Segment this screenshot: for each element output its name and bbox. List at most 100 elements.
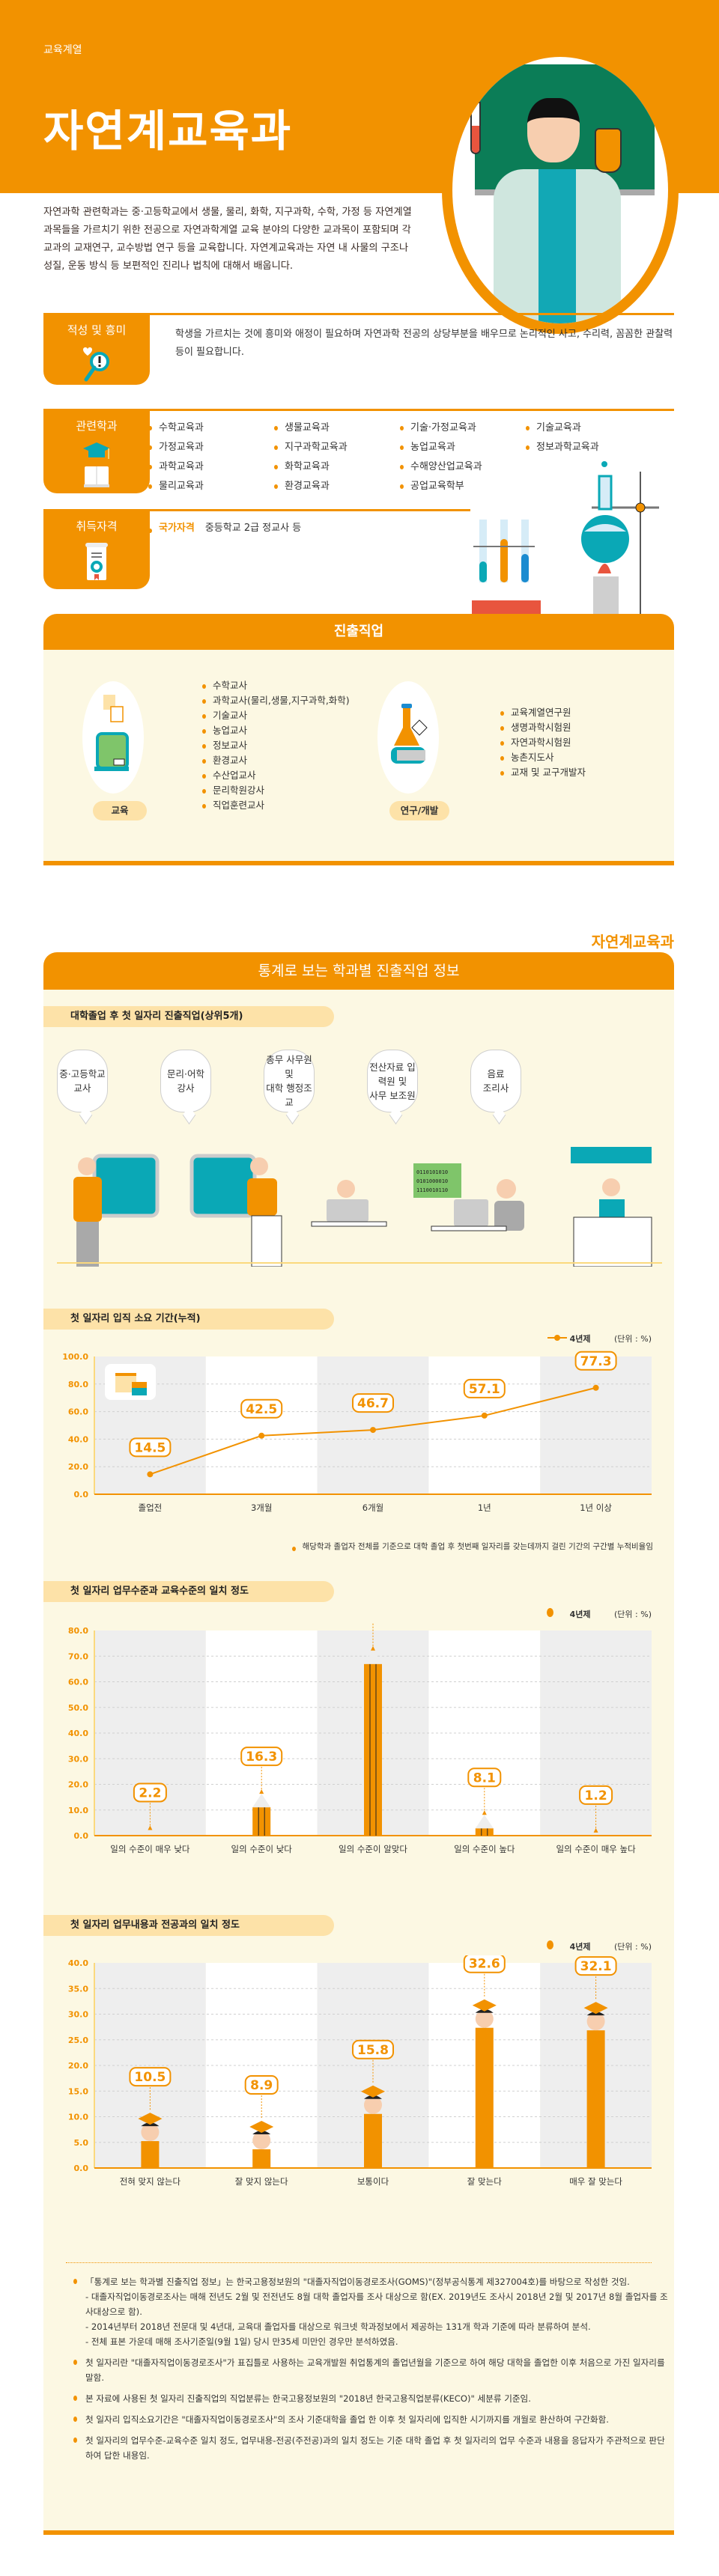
svg-text:10.5: 10.5: [134, 2070, 166, 2085]
job-bubble: 전산자료 입력원 및 사무 보조원: [367, 1050, 418, 1112]
job-item: 환경교사: [201, 753, 350, 768]
qualification-label: 취득자격: [76, 520, 118, 533]
svg-text:보통이다: 보통이다: [357, 2176, 389, 2187]
job-item: 생명과학시험원: [499, 720, 586, 735]
svg-text:80.0: 80.0: [68, 1626, 88, 1636]
note-item: 첫 일자리란 "대졸자직업이동경로조사"가 표집틀로 사용하는 교육개발원 취업…: [73, 2355, 673, 2385]
legend-label: 4년제: [569, 1942, 591, 1952]
legend-label: 4년제: [569, 1610, 591, 1619]
top-jobs-title: 대학졸업 후 첫 일자리 진출직업(상위5개): [43, 1006, 334, 1027]
svg-text:8.1: 8.1: [473, 1770, 496, 1785]
svg-text:1110010110: 1110010110: [416, 1187, 448, 1193]
svg-text:60.0: 60.0: [68, 1407, 88, 1417]
svg-text:40.0: 40.0: [68, 1729, 88, 1738]
legend-label: 4년제: [569, 1334, 591, 1344]
svg-text:15.8: 15.8: [357, 2043, 389, 2058]
svg-text:100.0: 100.0: [62, 1352, 88, 1362]
legend-dot-icon: [547, 1940, 554, 1949]
svg-text:32.6: 32.6: [469, 1957, 500, 1972]
svg-text:일의 수준이 낮다: 일의 수준이 낮다: [231, 1844, 293, 1854]
careers-title: 진출직업: [43, 614, 674, 650]
svg-text:57.1: 57.1: [469, 1382, 500, 1397]
dept-item: 공업교육학부: [398, 478, 524, 495]
notes-divider: [66, 2262, 652, 2263]
job-item: 수산업교사: [201, 768, 350, 783]
dept-item: 정보과학교육과: [524, 439, 650, 456]
related-label: 관련학과: [76, 419, 118, 433]
brand-title: 자연계교육과: [591, 933, 674, 951]
svg-text:매우 잘 맞는다: 매우 잘 맞는다: [569, 2176, 622, 2187]
unit-label: (단위 : %): [614, 1334, 652, 1344]
line-chart: 100.0 80.0 60.0 40.0 20.0 0.0 14.5 졸업전 42.5 3개월 4…: [43, 1348, 674, 1542]
graduation-cap-book-icon: [83, 442, 110, 487]
aptitude-text: 학생을 가르치는 것에 흥미와 애정이 필요하며 자연과학 전공의 상당부분을 …: [175, 329, 673, 358]
svg-text:0.0: 0.0: [74, 1831, 89, 1841]
category-research: 연구/개발: [389, 801, 449, 820]
svg-text:42.5: 42.5: [246, 1402, 277, 1417]
chart3-legend: 4년제 (단위 : %): [547, 1940, 652, 1952]
svg-text:0.0: 0.0: [74, 1490, 89, 1499]
careers-panel: 진출직업 교육 수학교사 과학교사(물리,생물,지구과학,화학) 기술교사 농업…: [43, 614, 674, 865]
dept-item: 가정교육과: [147, 439, 273, 456]
note-item: 본 자료에 사용된 첫 일자리 진출직업의 직업분류는 한국고용정보원의 "20…: [73, 2391, 673, 2406]
svg-text:10.0: 10.0: [68, 1806, 88, 1815]
svg-text:잘 맞는다: 잘 맞는다: [467, 2176, 502, 2187]
workplace-scene-illustration: 0110101010 0101000010 1110010110: [73, 1147, 652, 1267]
research-illustration: [377, 681, 439, 794]
chart1-footnote: 해당학과 졸업자 전체를 기준으로 대학 졸업 후 첫번째 일자리를 갖는데까지…: [291, 1541, 653, 1552]
chart1-legend: 4년제 (단위 : %): [547, 1333, 652, 1345]
job-item: 정보교사: [201, 738, 350, 753]
svg-text:20.0: 20.0: [68, 1780, 88, 1790]
intro-text: 자연과학 관련학과는 중·고등학교에서 생물, 물리, 화학, 지구과학, 수학…: [43, 207, 412, 272]
svg-text:40.0: 40.0: [68, 1958, 88, 1968]
dept-item: 기술·가정교육과: [398, 420, 524, 436]
job-bubble: 총무 사무원 및 대학 행정조교: [264, 1050, 315, 1112]
svg-text:일의 수준이 매우 높다: 일의 수준이 매우 높다: [556, 1844, 637, 1854]
svg-text:20.0: 20.0: [68, 2061, 88, 2071]
heart-magnifier-icon: [83, 347, 109, 382]
svg-text:60.0: 60.0: [68, 1678, 88, 1687]
job-item: 농촌지도사: [499, 750, 586, 765]
page-title: 자연계교육과: [43, 106, 293, 156]
svg-text:8.9: 8.9: [250, 2078, 273, 2093]
unit-label: (단위 : %): [614, 1942, 652, 1952]
job-item: 직업훈련교사: [201, 798, 350, 813]
svg-text:6개월: 6개월: [362, 1502, 383, 1513]
hero-illustration: [442, 46, 679, 334]
aptitude-section: 적성 및 흥미 학생을 가르치는 것에 흥미와 애정이 필요하며 자연과학 전공…: [43, 313, 674, 388]
job-item: 기술교사: [201, 708, 350, 723]
qualification-tab: 취득자격: [43, 509, 150, 589]
svg-text:0110101010: 0110101010: [416, 1169, 448, 1175]
chart2-title: 첫 일자리 업무수준과 교육수준의 일치 정도: [43, 1581, 334, 1602]
unit-label: (단위 : %): [614, 1610, 652, 1619]
aptitude-tab: 적성 및 흥미: [43, 313, 150, 385]
note-item: 첫 일자리 입직소요기간은 "대졸자직업이동경로조사"의 조사 기준대학을 졸업…: [73, 2412, 673, 2427]
svg-text:30.0: 30.0: [68, 1754, 88, 1764]
svg-text:30.0: 30.0: [68, 2010, 88, 2020]
job-bubble: 문리·어학 강사: [160, 1050, 211, 1112]
category-label: 교육계열: [43, 44, 82, 56]
chart2-legend: 4년제 (단위 : %): [547, 1608, 652, 1620]
job-item: 교육계열연구원: [499, 705, 586, 720]
teacher-face-icon: [527, 98, 580, 162]
svg-text:46.7: 46.7: [357, 1396, 389, 1411]
dept-item: 과학교육과: [147, 459, 273, 475]
dept-item: 환경교육과: [273, 478, 398, 495]
qualification-section: 취득자격 국가자격 중등학교 2급 정교사 등: [43, 509, 470, 591]
legend-dot-icon: [547, 1608, 554, 1617]
svg-text:50.0: 50.0: [68, 1703, 88, 1713]
chart1-title: 첫 일자리 입직 소요 기간(누적): [43, 1309, 334, 1330]
svg-text:77.3: 77.3: [580, 1354, 612, 1369]
svg-text:전혀 맞지 않는다: 전혀 맞지 않는다: [120, 2176, 181, 2187]
pencil-bar-chart: 80.0 70.0 60.0 50.0 40.0 30.0 20.0 10.0 0.0 2.2 일의…: [43, 1603, 674, 1870]
calendar-briefcase-icon: [105, 1364, 156, 1400]
dept-item: 물리교육과: [147, 478, 273, 495]
svg-text:1년 이상: 1년 이상: [580, 1502, 612, 1513]
flask-icon: [595, 128, 622, 173]
dept-item: 화학교육과: [273, 459, 398, 475]
research-jobs-list: 교육계열연구원 생명과학시험원 자연과학시험원 농촌지도사 교재 및 교구개발자: [499, 705, 586, 780]
svg-text:2.2: 2.2: [139, 1785, 161, 1800]
related-departments-section: 관련학과 수학교육과 생물교육과 기술·가정교육과 기술교육과 가정교육과 지구…: [43, 409, 674, 497]
blackboard-speech-icon: [94, 695, 129, 771]
ground-line: [57, 1262, 662, 1264]
